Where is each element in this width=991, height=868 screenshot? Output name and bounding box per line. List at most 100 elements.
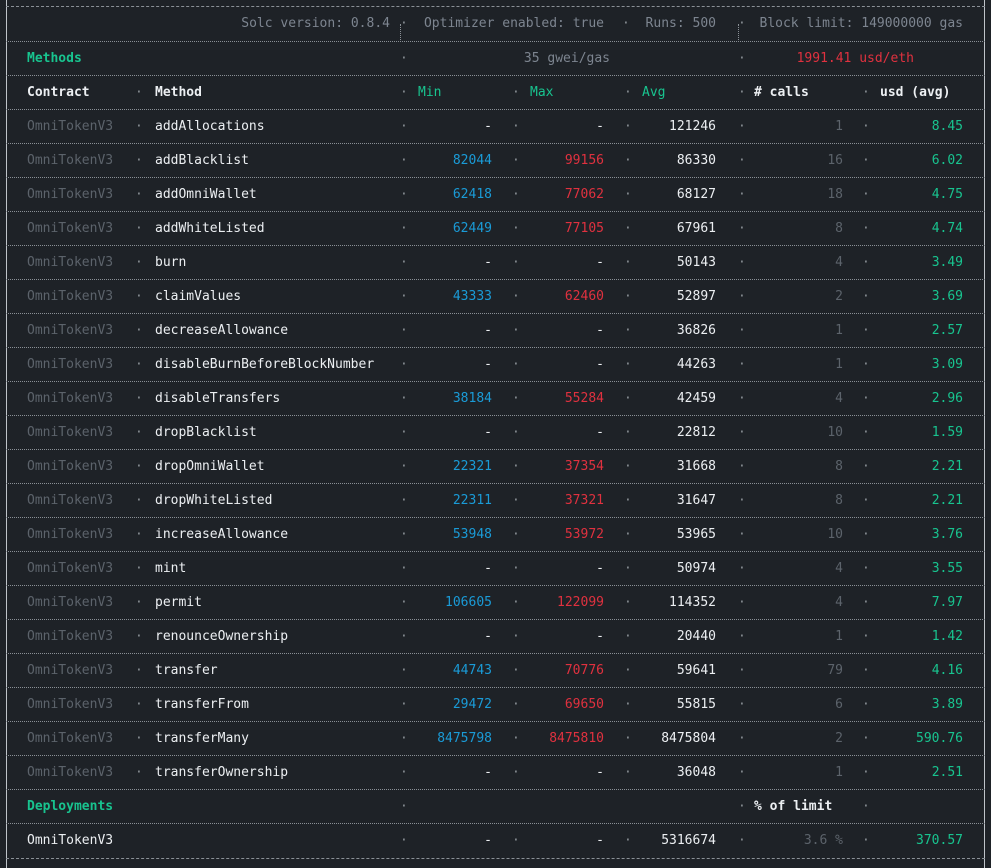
min-gas: - bbox=[484, 765, 492, 780]
row-separator bbox=[6, 279, 985, 280]
usd-avg: 2.96 bbox=[931, 391, 963, 406]
method-name: dropOmniWallet bbox=[155, 459, 265, 474]
call-count: 4 bbox=[835, 595, 843, 610]
column-header-contract: Contract bbox=[27, 85, 90, 100]
column-header-method: Method bbox=[155, 85, 202, 100]
column-header-usd: usd (avg) bbox=[880, 85, 951, 100]
row-separator bbox=[6, 313, 985, 314]
method-name: transferMany bbox=[155, 731, 249, 746]
contract-name: OmniTokenV3 bbox=[27, 323, 114, 338]
max-gas: 55284 bbox=[564, 391, 604, 406]
method-row: OmniTokenV3 · increaseAllowance · 53948 · 5397… bbox=[0, 518, 991, 552]
deployment-avg: 5316674 bbox=[661, 833, 716, 848]
row-separator bbox=[6, 211, 985, 212]
config-header-row: Solc version: 0.8.4 · Optimizer enabled:… bbox=[0, 7, 991, 41]
usd-avg: 3.76 bbox=[931, 527, 963, 542]
method-name: addBlacklist bbox=[155, 153, 249, 168]
row-separator bbox=[6, 177, 985, 178]
contract-name: OmniTokenV3 bbox=[27, 527, 114, 542]
max-gas: - bbox=[596, 255, 604, 270]
deployment-row: OmniTokenV3 · - · - · 5316674 · 3.6 % · … bbox=[0, 824, 991, 858]
min-gas: 62449 bbox=[452, 221, 492, 236]
method-name: addAllocations bbox=[155, 119, 265, 134]
method-name: permit bbox=[155, 595, 202, 610]
column-header-max: Max bbox=[530, 85, 554, 100]
method-name: claimValues bbox=[155, 289, 242, 304]
avg-gas: 59641 bbox=[676, 663, 716, 678]
min-gas: 38184 bbox=[452, 391, 492, 406]
contract-name: OmniTokenV3 bbox=[27, 561, 114, 576]
call-count: 1 bbox=[835, 323, 843, 338]
block-limit: Block limit: 149000000 gas bbox=[759, 16, 964, 31]
method-row: OmniTokenV3 · transferMany · 8475798 · 8475810… bbox=[0, 722, 991, 756]
usd-avg: 3.89 bbox=[931, 697, 963, 712]
avg-gas: 8475804 bbox=[661, 731, 716, 746]
table-right-border bbox=[984, 0, 985, 868]
row-separator bbox=[6, 687, 985, 688]
call-count: 2 bbox=[835, 289, 843, 304]
usd-avg: 2.21 bbox=[931, 459, 963, 474]
method-row: OmniTokenV3 · addAllocations · - · - · 121246 · 1 ·… bbox=[0, 110, 991, 144]
method-row: OmniTokenV3 · mint · - · - · 50974 · 4 · 3.55 bbox=[0, 552, 991, 586]
avg-gas: 20440 bbox=[676, 629, 716, 644]
method-row: OmniTokenV3 · renounceOwnership · - · - · 20440 ·… bbox=[0, 620, 991, 654]
method-name: disableTransfers bbox=[155, 391, 281, 406]
contract-name: OmniTokenV3 bbox=[27, 119, 114, 134]
runs-count: Runs: 500 bbox=[645, 16, 716, 31]
max-gas: 8475810 bbox=[549, 731, 604, 746]
method-row: OmniTokenV3 · dropOmniWallet · 22321 · 37354 · 3… bbox=[0, 450, 991, 484]
method-name: addWhiteListed bbox=[155, 221, 265, 236]
method-name: renounceOwnership bbox=[155, 629, 289, 644]
deployments-label: Deployments bbox=[27, 799, 114, 814]
avg-gas: 44263 bbox=[676, 357, 716, 372]
call-count: 1 bbox=[835, 119, 843, 134]
row-separator bbox=[6, 75, 985, 76]
avg-gas: 22812 bbox=[676, 425, 716, 440]
call-count: 1 bbox=[835, 357, 843, 372]
usd-avg: 1.59 bbox=[931, 425, 963, 440]
column-header-avg: Avg bbox=[642, 85, 666, 100]
row-separator bbox=[6, 721, 985, 722]
deployment-contract: OmniTokenV3 bbox=[27, 833, 114, 848]
min-gas: 62418 bbox=[452, 187, 492, 202]
row-separator bbox=[6, 551, 985, 552]
call-count: 1 bbox=[835, 629, 843, 644]
column-header-row: Contract · Method · Min · Max · Avg · # … bbox=[0, 76, 991, 110]
method-name: mint bbox=[155, 561, 187, 576]
contract-name: OmniTokenV3 bbox=[27, 391, 114, 406]
max-gas: - bbox=[596, 765, 604, 780]
avg-gas: 31647 bbox=[676, 493, 716, 508]
max-gas: 53972 bbox=[564, 527, 604, 542]
contract-name: OmniTokenV3 bbox=[27, 357, 114, 372]
avg-gas: 121246 bbox=[669, 119, 716, 134]
max-gas: 69650 bbox=[564, 697, 604, 712]
min-gas: - bbox=[484, 629, 492, 644]
method-row: OmniTokenV3 · decreaseAllowance · - · - · 36826 ·… bbox=[0, 314, 991, 348]
percent-of-limit-header: % of limit bbox=[754, 799, 833, 814]
method-row: OmniTokenV3 · claimValues · 43333 · 62460 · 5289… bbox=[0, 280, 991, 314]
max-gas: 62460 bbox=[564, 289, 604, 304]
avg-gas: 31668 bbox=[676, 459, 716, 474]
usd-avg: 3.09 bbox=[931, 357, 963, 372]
call-count: 8 bbox=[835, 459, 843, 474]
contract-name: OmniTokenV3 bbox=[27, 153, 114, 168]
method-row: OmniTokenV3 · disableBurnBeforeBlockNumber… bbox=[0, 348, 991, 382]
min-gas: - bbox=[484, 119, 492, 134]
row-separator bbox=[6, 381, 985, 382]
avg-gas: 67961 bbox=[676, 221, 716, 236]
avg-gas: 42459 bbox=[676, 391, 716, 406]
call-count: 8 bbox=[835, 221, 843, 236]
avg-gas: 50143 bbox=[676, 255, 716, 270]
avg-gas: 36826 bbox=[676, 323, 716, 338]
min-gas: 43333 bbox=[452, 289, 492, 304]
method-name: decreaseAllowance bbox=[155, 323, 289, 338]
method-row: OmniTokenV3 · addBlacklist · 82044 · 99156 · 863… bbox=[0, 144, 991, 178]
min-gas: - bbox=[484, 255, 492, 270]
contract-name: OmniTokenV3 bbox=[27, 697, 114, 712]
deployment-percent-of-limit: 3.6 % bbox=[803, 833, 843, 848]
table-bottom-border bbox=[6, 858, 985, 859]
call-count: 4 bbox=[835, 391, 843, 406]
contract-name: OmniTokenV3 bbox=[27, 595, 114, 610]
min-gas: 29472 bbox=[452, 697, 492, 712]
